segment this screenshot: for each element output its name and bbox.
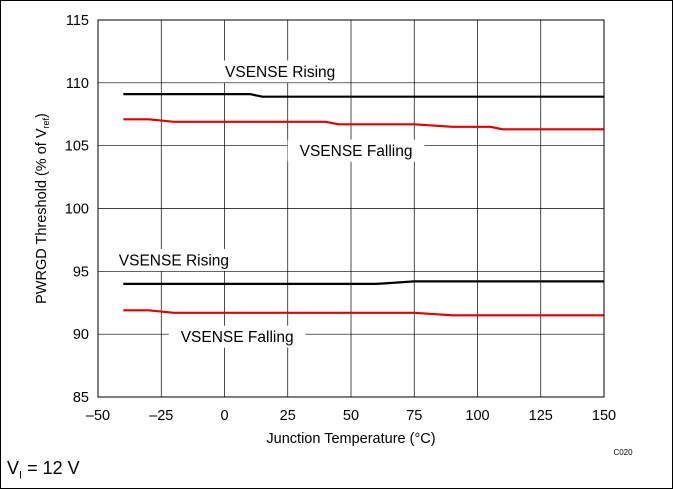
tick-labels: –50 –25 0 25 50 75 100 125 150 85 90 95 100 105 110 115 xyxy=(65,13,616,424)
series-line xyxy=(123,92,604,98)
y-tick-label: 110 xyxy=(66,76,89,92)
x-tick-label: 0 xyxy=(220,408,228,424)
chart-code-label: C020 xyxy=(613,448,633,457)
x-tick-label: 50 xyxy=(343,408,359,424)
x-tick-label: –50 xyxy=(86,408,110,424)
y-axis-title-close: ) xyxy=(34,113,50,118)
y-tick-label: 100 xyxy=(65,202,89,218)
y-axis-title-subscript: ref xyxy=(41,117,51,128)
y-tick-label: 95 xyxy=(73,264,89,280)
x-tick-label: 150 xyxy=(592,408,616,424)
y-axis-title: PWRGD Threshold (% of Vref) xyxy=(34,113,51,304)
y-tick-label: 115 xyxy=(66,13,89,29)
series-annotation: VSENSE Rising xyxy=(119,253,229,270)
y-tick-label: 85 xyxy=(73,390,89,406)
condition-variable: V xyxy=(7,458,20,478)
x-tick-label: –25 xyxy=(149,408,173,424)
series-line xyxy=(123,118,604,131)
x-tick-label: 25 xyxy=(280,408,296,424)
annotation-background xyxy=(287,139,425,162)
series-line xyxy=(123,280,604,285)
condition-note: VI = 12 V xyxy=(7,458,80,482)
condition-value: = 12 V xyxy=(22,458,80,478)
y-axis-title-main: PWRGD Threshold (% of V xyxy=(34,128,50,304)
series-annotation: VSENSE Falling xyxy=(181,329,294,346)
annotation-background xyxy=(110,249,238,272)
y-tick-label: 105 xyxy=(65,139,89,155)
y-tick-label: 90 xyxy=(73,327,89,343)
x-tick-label: 100 xyxy=(465,408,489,424)
x-tick-label: 75 xyxy=(406,408,422,424)
annotation-background xyxy=(216,60,345,83)
series-annotation: VSENSE Rising xyxy=(225,64,335,81)
grid xyxy=(98,20,604,397)
condition-subscript: I xyxy=(19,469,23,482)
x-axis-title: Junction Temperature (°C) xyxy=(266,431,435,447)
series-lines xyxy=(123,92,604,317)
series-annotation: VSENSE Falling xyxy=(300,143,413,160)
x-tick-label: 125 xyxy=(529,408,553,424)
annotations: VSENSE Rising VSENSE Falling VSENSE Rising… xyxy=(110,60,425,348)
annotation-background xyxy=(168,325,306,348)
plot-border xyxy=(97,19,605,398)
series-line xyxy=(123,309,604,317)
